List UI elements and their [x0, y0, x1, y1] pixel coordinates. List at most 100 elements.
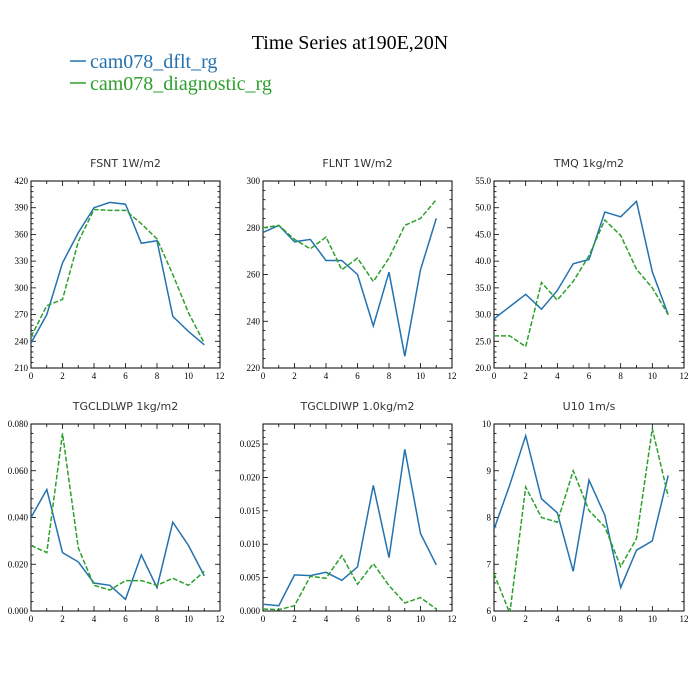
y-tick-label: 35.0: [475, 283, 491, 293]
x-tick-label: 8: [618, 614, 623, 624]
x-tick-label: 6: [587, 371, 592, 381]
y-tick-label: 8: [487, 513, 492, 523]
y-tick-label: 0.005: [240, 573, 261, 583]
x-tick-label: 2: [292, 614, 297, 624]
legend: cam078_dflt_rg cam078_diagnostic_rg: [70, 51, 272, 95]
x-tick-label: 4: [324, 614, 329, 624]
y-tick-label: 280: [247, 223, 261, 233]
series-line-dflt: [494, 199, 669, 320]
y-tick-label: 0.080: [8, 419, 29, 429]
y-tick-label: 30.0: [475, 310, 491, 320]
x-tick-label: 6: [123, 371, 128, 381]
y-tick-label: 7: [487, 559, 492, 569]
x-tick-label: 4: [92, 371, 97, 381]
x-tick-label: 2: [292, 371, 297, 381]
y-tick-label: 360: [15, 229, 29, 239]
y-tick-label: 45.0: [475, 229, 491, 239]
panel-3: TMQ 1kg/m2 0 2 4 6 8 10 12 20.0 25.0 30.0 35.0 40.0 4…: [475, 157, 688, 381]
x-tick-label: 6: [355, 614, 360, 624]
panel-2: FLNT 1W/m2 0 2 4 6 8 10 12 220 240 260 280 300: [247, 157, 457, 381]
y-tick-label: 0.025: [240, 439, 261, 449]
series-line-diagnostic: [31, 433, 205, 591]
series-line-dflt: [263, 449, 437, 607]
legend-label-diagnostic: cam078_diagnostic_rg: [90, 73, 272, 95]
panel-title: U10 1m/s: [563, 400, 616, 413]
x-tick-label: 12: [680, 371, 689, 381]
x-tick-label: 4: [555, 614, 560, 624]
x-tick-label: 0: [29, 614, 34, 624]
x-tick-label: 6: [587, 614, 592, 624]
y-tick-label: 330: [15, 256, 29, 266]
x-tick-label: 10: [184, 614, 194, 624]
y-tick-label: 240: [15, 336, 29, 346]
series-line-dflt: [31, 201, 205, 346]
y-tick-label: 0.015: [240, 506, 261, 516]
x-tick-label: 10: [184, 371, 194, 381]
x-tick-label: 2: [60, 371, 65, 381]
series-line-diagnostic: [31, 208, 205, 344]
panel-title: FSNT 1W/m2: [90, 157, 161, 170]
y-tick-label: 20.0: [475, 363, 491, 373]
x-tick-label: 12: [448, 371, 457, 381]
series-line-diagnostic: [263, 199, 437, 283]
x-tick-label: 10: [648, 614, 658, 624]
series-line-diagnostic: [263, 554, 437, 611]
y-tick-label: 240: [247, 316, 261, 326]
y-tick-label: 9: [487, 466, 492, 476]
series-line-dflt: [263, 218, 438, 357]
y-tick-label: 420: [15, 176, 29, 186]
y-tick-label: 6: [487, 606, 492, 616]
x-tick-label: 0: [29, 371, 34, 381]
y-tick-label: 10: [482, 419, 492, 429]
plot-frame: [493, 423, 685, 612]
y-tick-label: 0.060: [8, 466, 29, 476]
y-tick-label: 40.0: [475, 256, 491, 266]
panel-6: U10 1m/s 0 2 4 6 8 10 12 6 7 8 9 10: [482, 400, 689, 624]
y-tick-label: 55.0: [475, 176, 491, 186]
series-line-dflt: [494, 432, 669, 591]
x-tick-label: 4: [555, 371, 560, 381]
x-tick-label: 8: [387, 371, 392, 381]
x-tick-label: 12: [680, 614, 689, 624]
x-tick-label: 2: [60, 614, 65, 624]
y-tick-label: 270: [15, 310, 29, 320]
panel-title: TGCLDLWP 1kg/m2: [72, 400, 178, 413]
x-tick-label: 8: [155, 614, 160, 624]
x-tick-label: 8: [155, 371, 160, 381]
x-tick-label: 2: [523, 614, 528, 624]
panel-1: FSNT 1W/m2 0 2 4 6 8 10 12 210 240 270 300 330 360 390…: [15, 157, 225, 381]
series-line-dflt: [31, 487, 205, 601]
panel-title: FLNT 1W/m2: [322, 157, 392, 170]
y-tick-label: 300: [247, 176, 261, 186]
x-tick-label: 0: [492, 614, 497, 624]
y-tick-label: 50.0: [475, 203, 491, 213]
y-tick-label: 300: [15, 283, 29, 293]
x-tick-label: 12: [216, 614, 225, 624]
legend-label-dflt: cam078_dflt_rg: [90, 51, 217, 73]
series-line-diagnostic: [494, 218, 669, 348]
y-tick-label: 260: [247, 270, 261, 280]
y-tick-label: 390: [15, 203, 29, 213]
y-tick-label: 0.000: [8, 606, 29, 616]
x-tick-label: 0: [261, 371, 266, 381]
x-tick-label: 12: [216, 371, 225, 381]
y-tick-label: 0.010: [240, 539, 261, 549]
y-tick-label: 210: [15, 363, 29, 373]
plot-frame: [493, 180, 685, 369]
x-tick-label: 0: [492, 371, 497, 381]
y-tick-label: 25.0: [475, 336, 491, 346]
panel-title: TGCLDIWP 1.0kg/m2: [299, 400, 414, 413]
panel-4: TGCLDLWP 1kg/m2 0 2 4 6 8 10 12 0.000 0.020 0.040 0…: [8, 400, 225, 624]
y-tick-label: 0.020: [8, 559, 29, 569]
y-tick-label: 0.040: [8, 513, 29, 523]
x-tick-label: 10: [416, 371, 426, 381]
x-tick-label: 8: [387, 614, 392, 624]
panel-grid: FSNT 1W/m20 2 4 6 8 10 12210240270300330360390…: [8, 157, 689, 624]
y-tick-label: 0.020: [240, 472, 261, 482]
y-tick-label: 0.000: [240, 606, 261, 616]
series-line-diagnostic: [494, 428, 669, 611]
panel-5: TGCLDIWP 1.0kg/m2 0 2 4 6 8 10 12 0.000 0.005 0.01…: [240, 400, 457, 624]
figure-title: Time Series at190E,20N: [252, 32, 448, 54]
x-tick-label: 4: [92, 614, 97, 624]
